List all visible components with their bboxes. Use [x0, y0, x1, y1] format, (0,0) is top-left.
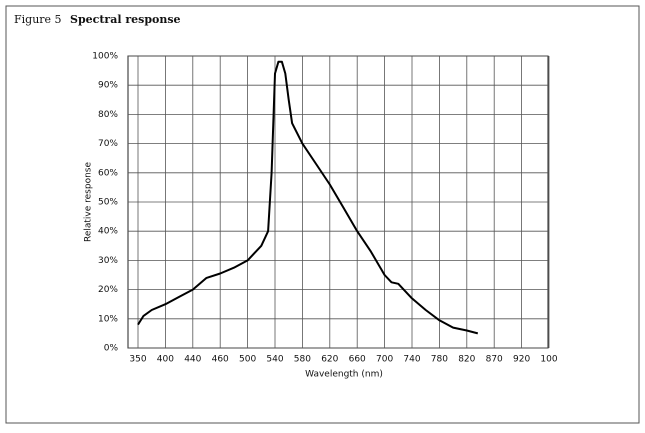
x-tick-label: 660 — [349, 355, 366, 365]
x-tick-label: 400 — [157, 355, 174, 365]
y-tick-label: 90% — [98, 81, 118, 91]
y-tick-label: 60% — [98, 168, 118, 178]
x-tick-label: 580 — [294, 355, 311, 365]
y-tick-label: 10% — [98, 314, 118, 324]
frame — [5, 5, 640, 424]
x-tick-label: 460 — [212, 355, 229, 365]
x-tick-label: 500 — [239, 355, 256, 365]
y-tick-label: 30% — [98, 256, 118, 266]
x-tick-label: 740 — [403, 355, 420, 365]
figure-label: Figure 5 — [14, 13, 62, 26]
x-tick-label: 100 — [540, 355, 557, 365]
y-tick-label: 70% — [98, 139, 118, 149]
y-tick-label: 80% — [98, 110, 118, 120]
x-tick-label: 870 — [486, 355, 503, 365]
y-tick-label: 20% — [98, 285, 118, 295]
line — [137, 60, 479, 335]
x-tick-label: 620 — [321, 355, 338, 365]
y-tick-label: 40% — [98, 227, 118, 237]
x-tick-label: 920 — [513, 355, 530, 365]
x-tick-label: 350 — [129, 355, 146, 365]
y-tick-label: 50% — [98, 198, 118, 208]
y-axis-label: Relative response — [84, 162, 94, 242]
x-tick-label: 780 — [431, 355, 448, 365]
x-tick-label: 540 — [266, 355, 283, 365]
chart-title: Spectral response — [70, 13, 181, 26]
x-tick-label: 700 — [376, 355, 393, 365]
y-tick-label: 0% — [104, 344, 119, 354]
x-tick-label: 820 — [458, 355, 475, 365]
x-tick-label: 440 — [184, 355, 201, 365]
x-axis-label: Wavelength (nm) — [305, 370, 383, 380]
y-tick-label: 100% — [92, 52, 118, 62]
